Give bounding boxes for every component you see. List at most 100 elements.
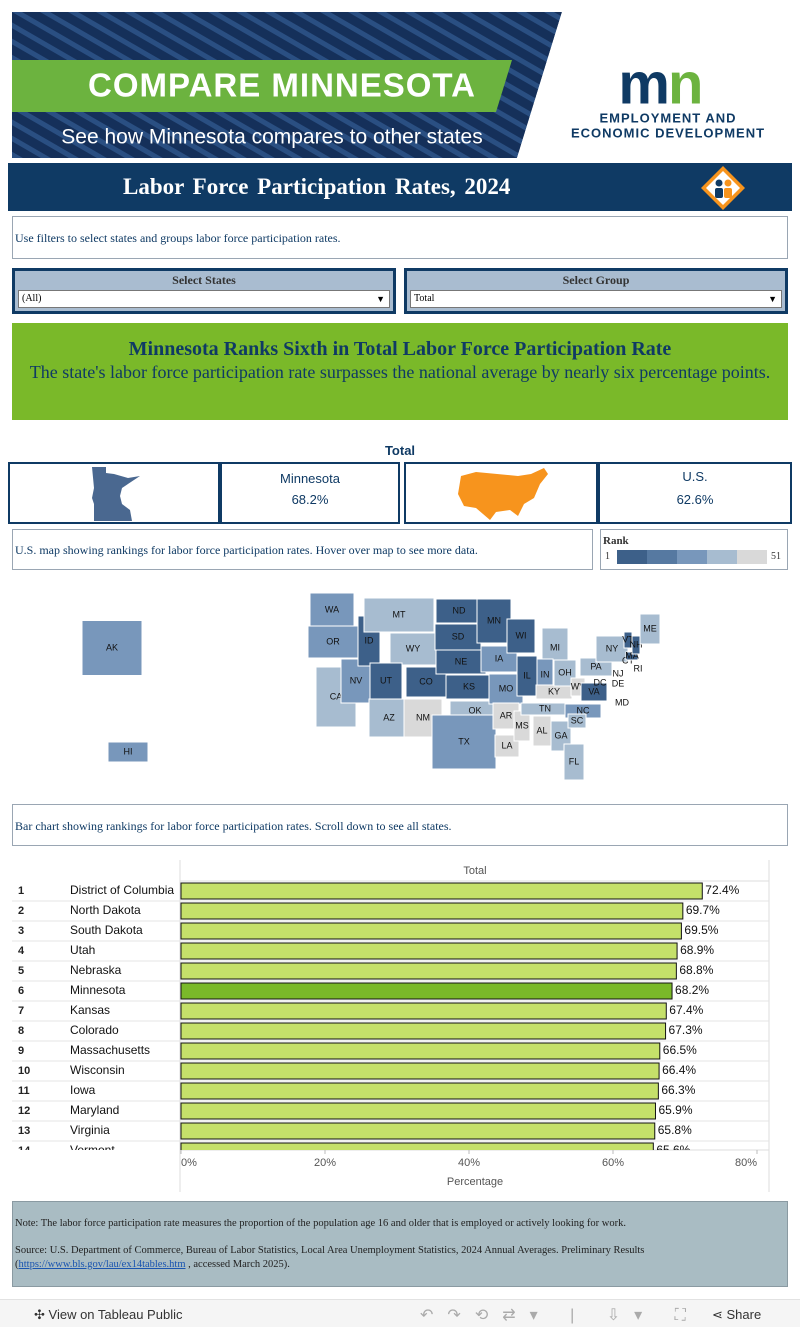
state-label: NJ: [613, 668, 624, 678]
rank: 3: [18, 925, 24, 937]
category: North Dakota: [70, 903, 141, 917]
state-label: NE: [455, 656, 468, 666]
state-label: SC: [571, 715, 584, 725]
rank: 10: [18, 1065, 30, 1077]
value-label: 72.4%: [705, 883, 739, 897]
state-label: AR: [500, 710, 513, 720]
state: [476, 598, 512, 644]
category: Utah: [70, 943, 95, 957]
bar: [180, 1142, 654, 1150]
toolbar[interactable]: ↶↷⟲⇄▾ | ⇩▾ ⛶: [420, 1307, 700, 1324]
state-label: DE: [612, 678, 625, 688]
value-label: 68.2%: [675, 983, 709, 997]
value-label: 67.3%: [669, 1023, 703, 1037]
state-label: MN: [487, 615, 501, 625]
state-label: VA: [588, 686, 599, 696]
value-label: 69.7%: [686, 903, 720, 917]
bar-description: Bar chart showing rankings for labor for…: [12, 804, 788, 846]
notes: Note: The labor force participation rate…: [12, 1201, 788, 1287]
value-label: 68.8%: [679, 963, 713, 977]
rank: 6: [18, 985, 24, 997]
banner-subtitle: See how Minnesota compares to other stat…: [61, 126, 482, 149]
state-label: DC: [594, 677, 607, 687]
filter-select[interactable]: Total: [410, 290, 782, 308]
kpi-card: Minnesota 68.2%: [220, 462, 400, 524]
rank: 11: [18, 1085, 30, 1097]
bar: [180, 1062, 660, 1080]
rank: 2: [18, 905, 24, 917]
rank: 5: [18, 965, 24, 977]
state-label: OH: [558, 667, 572, 677]
note: Note: The labor force participation rate…: [15, 1218, 626, 1229]
legend-ramp: [617, 550, 767, 564]
bar: [180, 1122, 656, 1140]
category: Massachusetts: [70, 1043, 150, 1057]
rank: 7: [18, 1005, 24, 1017]
x-tick-label: 80%: [735, 1157, 757, 1169]
category: Nebraska: [70, 963, 122, 977]
title-bar: Labor Force Participation Rates, 2024: [8, 163, 792, 211]
state-label: MI: [550, 642, 560, 652]
source-text: , accessed March 2025).: [185, 1259, 290, 1270]
value-label: 69.5%: [684, 923, 718, 937]
legend-title: Rank: [603, 535, 629, 547]
state-label: AL: [536, 725, 547, 735]
share[interactable]: ⋖ Share: [712, 1307, 762, 1322]
state-label: IL: [523, 670, 531, 680]
filter[interactable]: Select Group Total: [404, 268, 788, 314]
state-label: OK: [468, 705, 481, 715]
headline: Minnesota Ranks Sixth in Total Labor For…: [12, 323, 788, 420]
x-axis-label: Percentage: [447, 1176, 503, 1188]
kpi-title: Total: [384, 443, 416, 458]
state: [107, 741, 149, 763]
state-label: NC: [577, 705, 590, 715]
rank: 12: [18, 1105, 30, 1117]
view-text: View on Tableau Public: [48, 1307, 183, 1322]
mn-shape: [92, 467, 140, 521]
view-link[interactable]: ✣ View on Tableau Public: [34, 1307, 183, 1322]
bar-chart: Total Percentage 0% 20% 40% 60% 80% 1 District o…: [12, 860, 770, 1192]
state-label: GA: [554, 730, 567, 740]
instructions-text: Use filters to select states and groups …: [15, 231, 341, 245]
state-label: SD: [452, 631, 465, 641]
state-label: IN: [541, 669, 550, 679]
headline-title: Minnesota Ranks Sixth in Total Labor For…: [128, 338, 672, 360]
banner-title: COMPARE MINNESOTA: [88, 67, 476, 104]
filter-label: Select States: [172, 273, 236, 287]
state-label: FL: [569, 756, 580, 766]
state-label: UT: [380, 675, 392, 685]
bar: [180, 1022, 667, 1040]
bar: [180, 982, 673, 1000]
rank: 9: [18, 1045, 24, 1057]
map[interactable]: AK HI WA OR CA NV ID MT WY UT CO AZ NM ND SD NE KS OK TX MN…: [0, 580, 800, 795]
state-label: NH: [630, 639, 643, 649]
state-label: LA: [501, 740, 512, 750]
filter[interactable]: Select States (All): [12, 268, 396, 314]
state-label: MA: [625, 650, 639, 660]
state-label: WV: [571, 681, 586, 691]
filter-select[interactable]: (All): [18, 290, 390, 308]
state: [506, 618, 536, 654]
state-label: OR: [326, 636, 340, 646]
state-label: PA: [590, 661, 601, 671]
logo-n: n: [668, 51, 703, 116]
state-label: MD: [615, 697, 629, 707]
kpi-map: [404, 462, 598, 524]
bar: [180, 882, 703, 900]
source-link[interactable]: https://www.bls.gov/lau/ex14tables.htm: [18, 1259, 186, 1270]
value-label: 68.9%: [680, 943, 714, 957]
state-label: NV: [350, 675, 363, 685]
value-label: 67.4%: [669, 1003, 703, 1017]
category: Iowa: [70, 1083, 96, 1097]
category: District of Columbia: [70, 883, 174, 897]
kpi-label: Minnesota: [280, 471, 340, 486]
banner: COMPARE MINNESOTA See how Minnesota comp…: [12, 12, 788, 158]
category: South Dakota: [70, 923, 143, 937]
us-shape: [458, 468, 548, 520]
legend-max: 51: [771, 551, 781, 562]
logo-m: m: [618, 51, 670, 116]
bar-description-text: Bar chart showing rankings for labor for…: [15, 819, 452, 833]
state-label: RI: [634, 663, 643, 673]
state-label: NM: [416, 712, 430, 722]
state-label: HI: [124, 746, 133, 756]
